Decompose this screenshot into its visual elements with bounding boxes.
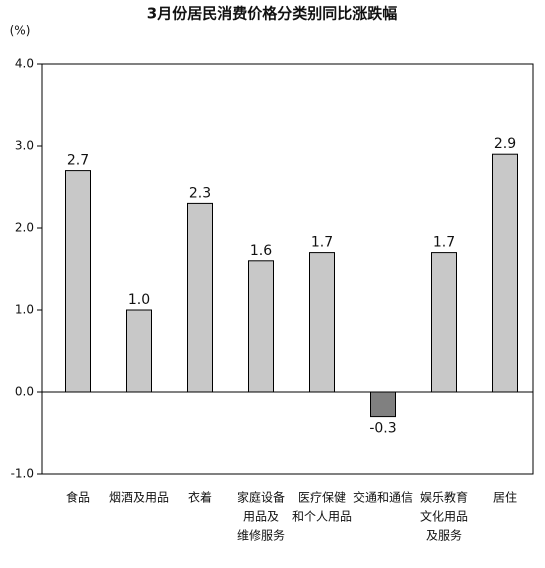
chart-title: 3月份居民消费价格分类别同比涨跌幅 <box>147 5 397 23</box>
x-tick-label: 衣着 <box>188 490 212 505</box>
bar <box>370 391 396 418</box>
y-tick-label: 0.0 <box>15 385 34 399</box>
x-tick-label: 用品及 <box>243 510 279 524</box>
y-tick-label: -1.0 <box>11 467 34 481</box>
x-tick-label: 烟酒及用品 <box>109 491 169 505</box>
y-tick-label: 4.0 <box>15 57 34 71</box>
value-label: 2.7 <box>67 153 89 169</box>
x-tick-label: 文化用品 <box>420 509 468 524</box>
y-tick-label: 2.0 <box>15 221 34 235</box>
x-tick-label: 维修服务 <box>237 528 285 543</box>
value-label: 1.7 <box>433 235 455 251</box>
x-tick-label: 居住 <box>493 491 517 505</box>
bar <box>431 252 457 393</box>
value-label: 2.9 <box>494 136 516 152</box>
bar <box>187 202 213 393</box>
x-tick-label: 交通和通信 <box>353 490 413 505</box>
bar <box>126 309 152 393</box>
x-tick-label: 食品 <box>66 490 90 505</box>
y-axis-label: (%) <box>10 24 31 38</box>
bar <box>65 170 91 393</box>
x-tick-label: 和个人用品 <box>292 510 352 524</box>
value-label: 1.0 <box>128 292 150 308</box>
value-label: 2.3 <box>189 185 211 201</box>
y-tick-label: 3.0 <box>15 139 34 153</box>
x-tick-label: 家庭设备 <box>237 490 285 505</box>
value-label: 1.6 <box>250 243 272 259</box>
x-tick-label: 医疗保健 <box>298 491 346 505</box>
plot-frame <box>41 63 534 475</box>
bar <box>248 260 274 393</box>
x-tick-label: 娱乐教育 <box>420 490 468 505</box>
value-label: -0.3 <box>369 421 396 437</box>
bar <box>309 252 335 393</box>
bar <box>492 153 518 393</box>
x-tick-label: 及服务 <box>426 528 462 543</box>
y-tick-label: 1.0 <box>15 303 34 317</box>
value-label: 1.7 <box>311 235 333 251</box>
